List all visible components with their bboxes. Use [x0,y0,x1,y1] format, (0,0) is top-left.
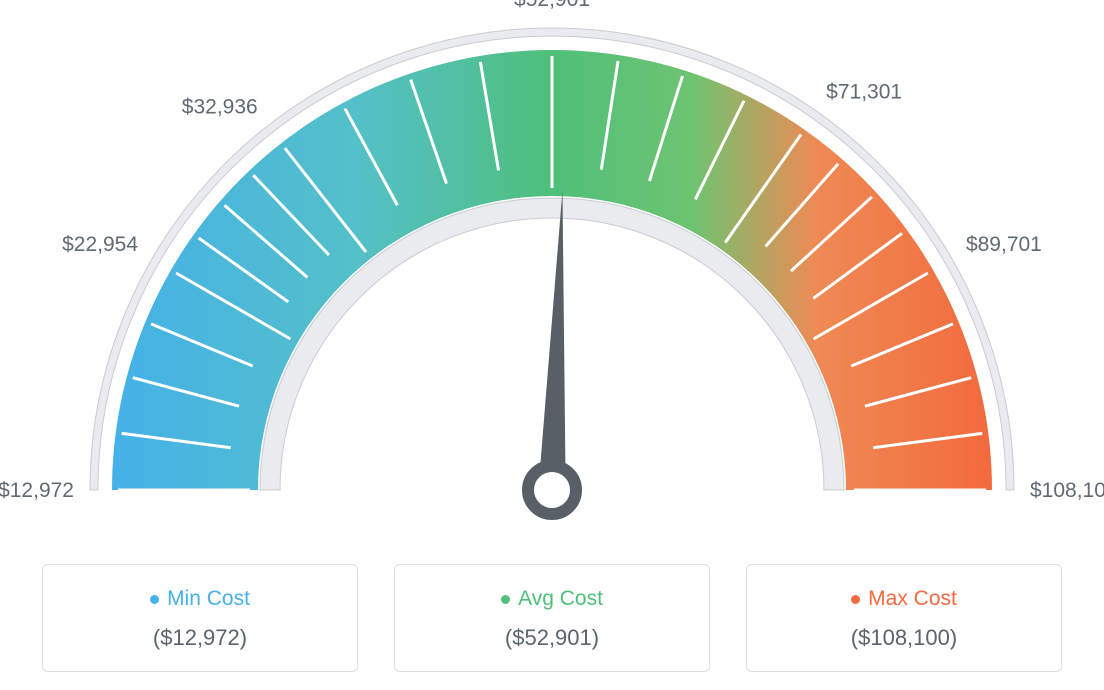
legend-title-min: Min Cost [150,587,250,611]
legend-value-max: ($108,100) [757,625,1051,651]
legend-card-max: Max Cost ($108,100) [746,564,1062,672]
gauge-tick-label: $89,701 [966,233,1042,256]
dot-icon [851,595,860,604]
legend-card-avg: Avg Cost ($52,901) [394,564,710,672]
cost-gauge: $12,972 $22,954 $32,936 $52,901 $71,301 $89,7… [0,0,1104,520]
legend-value-min: ($12,972) [53,625,347,651]
dot-icon [501,595,510,604]
legend-title-max: Max Cost [851,587,957,611]
gauge-svg: $12,972 $22,954 $32,936 $52,901 $71,301 $89,7… [0,0,1104,540]
legend-card-min: Min Cost ($12,972) [42,564,358,672]
legend-value-avg: ($52,901) [405,625,699,651]
dot-icon [150,595,159,604]
gauge-tick-label: $52,901 [514,0,590,11]
legend-title-text: Avg Cost [518,587,603,611]
legend-title-text: Max Cost [868,587,957,611]
gauge-tick-label: $12,972 [0,479,74,502]
gauge-tick-label: $71,301 [826,80,902,103]
legend-title-avg: Avg Cost [501,587,603,611]
gauge-tick-label: $32,936 [182,95,258,118]
gauge-tick-label: $22,954 [62,233,138,256]
legend-title-text: Min Cost [167,587,250,611]
legend-row: Min Cost ($12,972) Avg Cost ($52,901) Ma… [0,564,1104,672]
gauge-tick-label: $108,100 [1030,479,1104,502]
